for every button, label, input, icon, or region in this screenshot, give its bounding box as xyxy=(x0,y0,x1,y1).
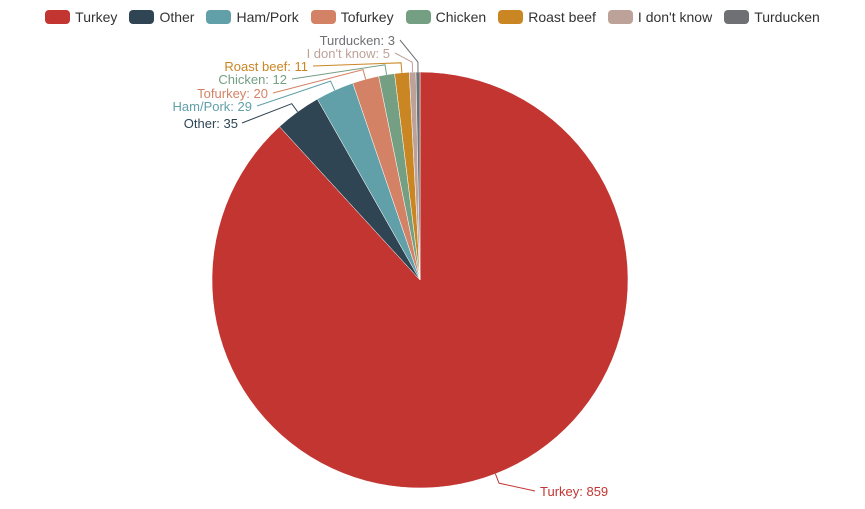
slice-label-roast-beef: Roast beef: 11 xyxy=(224,59,308,74)
slice-label-i-don-t-know: I don't know: 5 xyxy=(307,46,390,61)
label-line-roast-beef xyxy=(312,62,403,73)
slice-label-other: Other: 35 xyxy=(184,116,238,131)
label-line-turducken xyxy=(399,39,419,73)
legend-item-ham-pork[interactable]: Ham/Pork xyxy=(206,9,299,25)
legend-item-tofurkey[interactable]: Tofurkey xyxy=(310,9,394,25)
legend-swatch xyxy=(724,10,750,24)
slice-label-chicken: Chicken: 12 xyxy=(218,72,287,87)
legend-item-roast-beef[interactable]: Roast beef xyxy=(498,9,596,25)
slice-label-ham-pork: Ham/Pork: 29 xyxy=(173,99,252,114)
label-line-tofurkey xyxy=(272,68,367,94)
legend-label: Chicken xyxy=(435,9,487,25)
label-line-other xyxy=(241,103,299,124)
legend-item-turducken[interactable]: Turducken xyxy=(724,9,820,25)
legend-label: Turkey xyxy=(75,9,118,25)
label-line-chicken xyxy=(291,64,388,80)
legend-label: Roast beef xyxy=(528,9,596,25)
legend-label: I don't know xyxy=(637,9,713,25)
label-line-ham-pork xyxy=(256,80,336,107)
legend-label: Turducken xyxy=(754,9,820,25)
legend-item-i-don-t-know[interactable]: I don't know xyxy=(607,9,713,25)
slice-label-tofurkey: Tofurkey: 20 xyxy=(197,86,268,101)
legend-swatch xyxy=(206,10,232,24)
legend-item-turkey[interactable]: Turkey xyxy=(45,9,117,25)
slice-label-turducken: Turducken: 3 xyxy=(320,33,395,48)
legend-swatch xyxy=(129,10,155,24)
chart-legend: Turkey Other Ham/Pork Tofurkey Chicken Roast … xyxy=(0,0,865,34)
legend-item-chicken[interactable]: Chicken xyxy=(405,9,487,25)
legend-label: Tofurkey xyxy=(340,9,394,25)
legend-label: Other xyxy=(159,9,195,25)
legend-item-other[interactable]: Other xyxy=(129,9,194,25)
legend-swatch xyxy=(607,10,633,24)
label-line-turkey xyxy=(494,473,536,492)
slice-label-turkey: Turkey: 859 xyxy=(540,484,608,499)
legend-swatch xyxy=(310,10,336,24)
label-line-i-don-t-know xyxy=(394,52,414,73)
legend-swatch xyxy=(405,10,431,24)
legend-swatch xyxy=(498,10,524,24)
legend-label: Ham/Pork xyxy=(236,9,299,25)
legend-swatch xyxy=(45,10,71,24)
